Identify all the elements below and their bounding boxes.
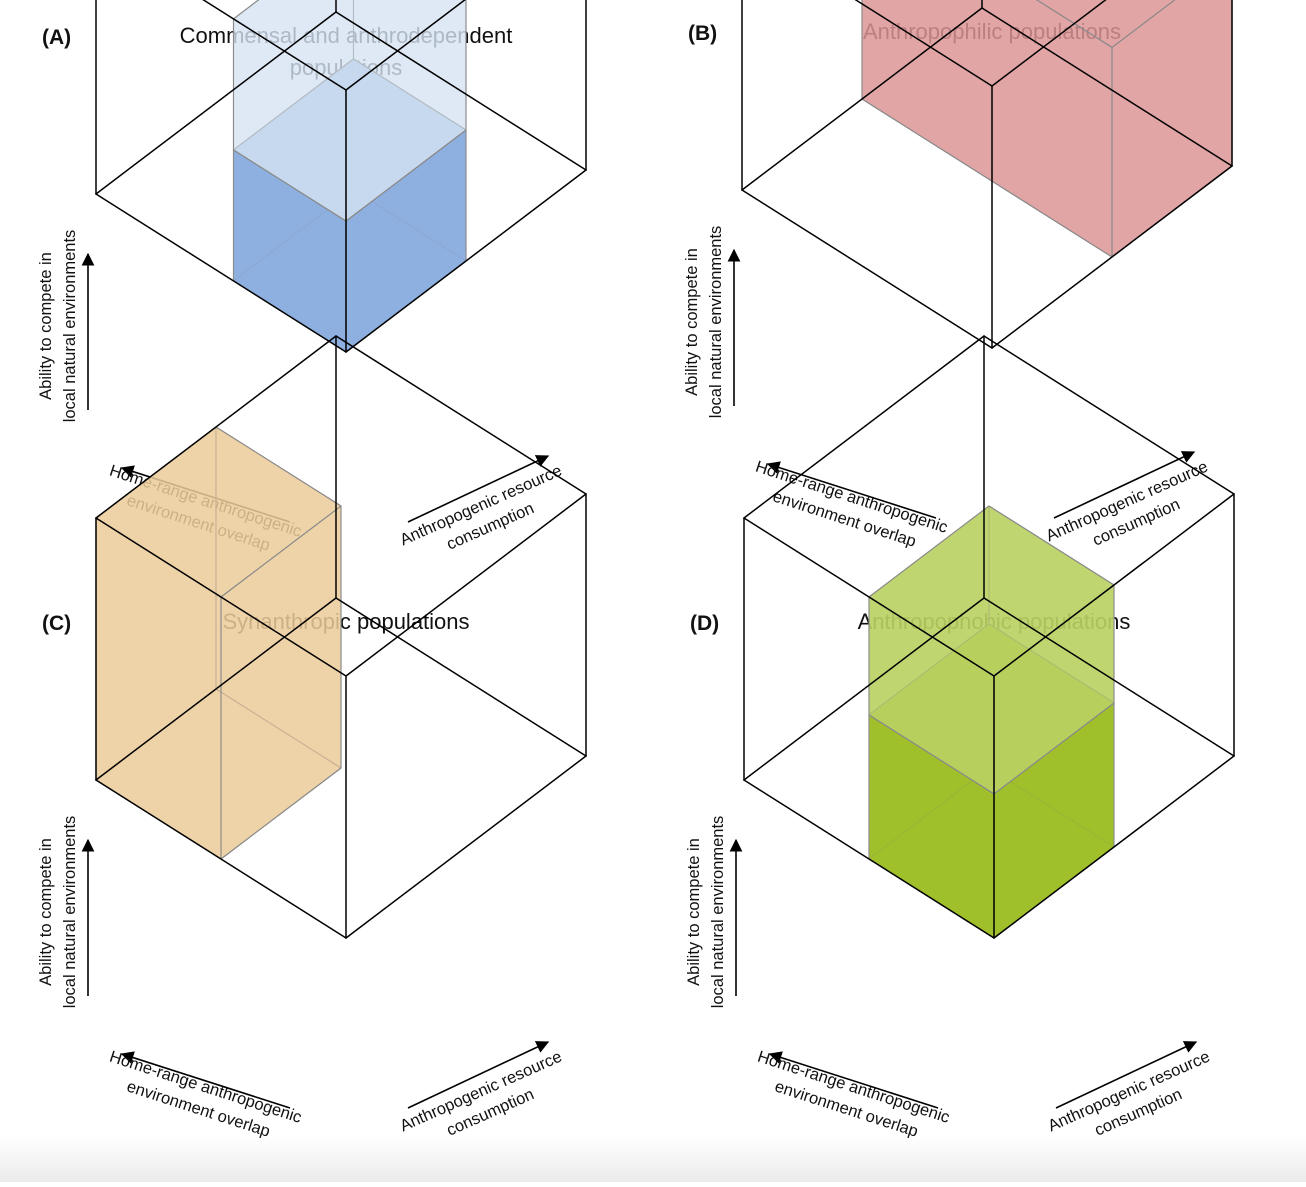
cube-edge-8: [335, 335, 587, 495]
left-axis-arrow: [766, 461, 937, 519]
cube-edge-4: [854, 0, 993, 87]
cube-edge-2: [993, 755, 1235, 939]
cube-edge-5: [991, 0, 1107, 87]
left-axis-arrow: [120, 1051, 291, 1109]
panel-letter: (C): [42, 612, 71, 635]
panel-letter: (A): [42, 26, 71, 49]
vertical-axis-label: Ability to compete in local natural envir…: [683, 226, 725, 419]
niche-box-face-6: [1035, 0, 1176, 48]
niche-box-upper: [232, 0, 467, 222]
cube-edge-9: [95, 597, 337, 781]
panel-letter: (D): [690, 612, 719, 635]
cube-edge-4: [95, 517, 347, 677]
vertical-axis-label-line: Ability to compete in: [685, 838, 703, 986]
left-axis-arrow: [768, 1051, 939, 1109]
vertical-axis-label-line: Ability to compete in: [37, 252, 55, 400]
cube-edge-2: [345, 169, 587, 353]
cube-edge-6: [981, 7, 1233, 167]
niche-box: [95, 426, 342, 860]
left-axis-label: Home-range anthropogenicenvironment over…: [746, 458, 950, 559]
cube-edge-1: [743, 779, 995, 939]
panel-letter: (B): [688, 22, 717, 45]
vertical-axis-label-line: Ability to compete in: [37, 838, 55, 986]
cube-edge-6: [335, 11, 587, 171]
cube-edges: [743, 335, 1235, 939]
cube-edge-5: [993, 493, 1235, 677]
left-axis-label: Home-range anthropogenicenvironment over…: [748, 1048, 952, 1149]
axis-group: Ability to compete in local natural envir…: [37, 816, 565, 1149]
cube-edges: [95, 335, 587, 939]
vertical-axis-label: Ability to compete in local natural envir…: [685, 816, 727, 1009]
right-axis-arrow: [1055, 1041, 1198, 1109]
cube-edge-6: [983, 597, 1235, 757]
right-axis-arrow: [407, 1041, 550, 1109]
cube-edge-8: [983, 335, 1235, 495]
cube-edge-9: [741, 7, 983, 191]
cube-edge-9: [95, 11, 337, 195]
cube-edge-6: [335, 597, 587, 757]
vertical-axis-label-line: local natural environments: [707, 226, 725, 419]
vertical-axis-label-line: local natural environments: [709, 816, 727, 1009]
vertical-axis-label-line: local natural environments: [61, 230, 79, 423]
cube-edges: [741, 0, 1233, 349]
vertical-axis-label-line: Ability to compete in: [683, 248, 701, 396]
cube-edge-11: [743, 335, 985, 519]
vertical-axis-label: Ability to compete in local natural envir…: [37, 816, 79, 1009]
vertical-axis-label: Ability to compete in local natural envir…: [37, 230, 79, 423]
right-axis-label: Anthropogenic resourceconsumption: [1043, 458, 1220, 567]
cube-edge-4: [743, 517, 995, 677]
niche-box-face-5: [861, 0, 1113, 258]
right-axis-arrow: [1053, 451, 1196, 519]
bottom-shade: [0, 1136, 1306, 1182]
right-axis-label: Anthropogenic resourceconsumption: [397, 462, 574, 571]
cube-edge-1: [95, 193, 347, 353]
left-axis-label: Home-range anthropogenicenvironment over…: [100, 1048, 304, 1149]
cube-edge-2: [345, 755, 587, 939]
vertical-axis-label-line: local natural environments: [61, 816, 79, 1009]
cube-edge-1: [741, 189, 993, 349]
right-axis-arrow: [407, 455, 550, 523]
axis-group: Ability to compete in local natural envir…: [683, 226, 1220, 567]
cube-edges: [95, 0, 587, 353]
cube-edge-4: [202, 0, 347, 91]
panel-a: (A)Commensal and anthrodependentpopulati…: [37, 0, 587, 571]
cube-edge-1: [95, 779, 347, 939]
cube-edge-5: [345, 493, 587, 677]
cube-edge-5: [345, 0, 466, 91]
cube-edge-11: [95, 335, 337, 519]
cube-edge-9: [743, 597, 985, 781]
cube-edge-2: [991, 165, 1233, 349]
